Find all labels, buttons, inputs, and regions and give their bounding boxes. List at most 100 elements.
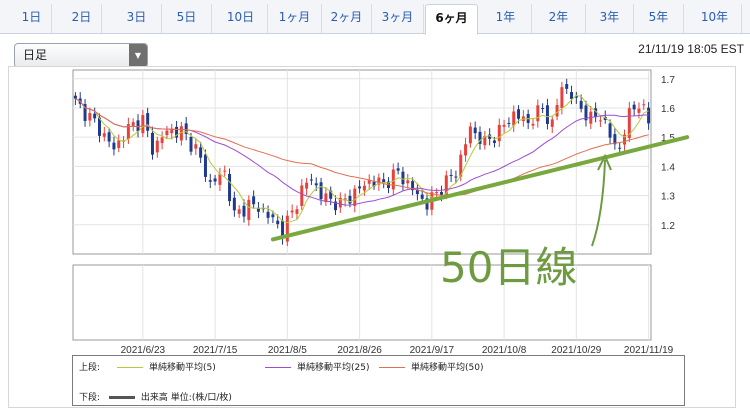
tab-1d[interactable]: 1日 [12,4,52,33]
candle [550,115,554,134]
candle-body [512,111,516,126]
candle-body [141,115,145,134]
candle [189,132,193,156]
tab-10d[interactable]: 10日 [214,4,268,33]
moving-average-5-line [75,94,649,224]
candle [435,188,439,197]
candle [497,118,501,147]
x-tick-label: 2021/10/8 [482,345,527,356]
candle-body [256,207,260,212]
candle-body [377,177,381,185]
trendline [270,135,690,242]
candle [170,123,174,140]
candle-body [184,123,188,135]
candle-body [155,140,159,153]
candle-body [391,169,395,190]
candle [184,116,188,141]
legend-upper-label: 上段: [79,363,101,373]
tab-10y[interactable]: 10年 [688,4,742,33]
candle [396,162,400,175]
candle-body [613,134,617,145]
legend-label-volume: 出来高 単位:(株/口/枚) [140,393,232,403]
candle-body [194,144,198,149]
candle [285,210,289,247]
tab-3y[interactable]: 3年 [586,4,634,33]
tab-5y[interactable]: 5年 [634,4,684,33]
annotation-arrowhead [597,153,612,171]
candle-body [285,215,289,242]
candle-body [608,123,612,138]
candle [228,168,232,206]
candle-body [531,123,535,126]
tab-6m[interactable]: 6ヶ月 [425,4,478,35]
candle-body [570,92,574,99]
candle-body [497,124,501,142]
candle [252,190,256,209]
candle-body [228,173,232,202]
candle-body [175,126,179,138]
candle [574,91,578,104]
candle-body [642,104,646,106]
candle-body [637,108,641,113]
candle [338,192,342,213]
candle-body [329,190,333,199]
candle [88,107,92,127]
x-tick-label: 2021/9/17 [410,345,455,356]
legend-swatch-ma50 [379,367,405,368]
candle [473,121,477,140]
candle [175,120,179,143]
candle [608,119,612,144]
candle-body [411,181,415,191]
candle-body [647,107,651,124]
candle [295,205,299,220]
candle-body [165,130,169,136]
candle [247,195,251,226]
candle-body [295,209,299,214]
candle [507,117,511,128]
candle-body [126,124,130,140]
candle [512,105,516,133]
candle-body [401,171,405,185]
candle [353,185,357,213]
candle-body [261,208,265,210]
candle [555,98,559,121]
candle [391,163,395,196]
tab-1y[interactable]: 1年 [480,4,532,33]
candle [454,170,458,184]
candle-body [309,179,313,181]
candle-body [396,168,400,171]
candle [570,85,574,105]
candle-body [623,134,627,145]
tab-1m[interactable]: 1ヶ月 [268,4,322,33]
tab-3m[interactable]: 3ヶ月 [372,4,424,33]
candle [102,126,106,142]
candle-body [97,117,101,136]
candle-body [232,197,236,211]
tab-2y[interactable]: 2年 [532,4,586,33]
candle [146,107,150,138]
x-tick-label: 2021/7/15 [193,345,238,356]
legend-lower-row: 下段: 出来高 単位:(株/口/枚) [79,390,232,403]
candle-body [435,192,439,194]
candle [131,118,135,132]
candle-body [488,134,492,139]
candle [136,114,140,138]
candle-body [382,179,386,184]
candle [213,174,217,186]
candle [165,125,169,139]
candle [112,136,116,156]
candle-body [107,132,111,142]
legend-label-ma5: 単純移動平均(5) [149,363,216,373]
candle-body [300,185,304,206]
candle [627,101,631,143]
candle [232,191,236,217]
candle-body [367,179,371,184]
tab-5d[interactable]: 5日 [162,4,212,33]
tab-3d[interactable]: 3日 [112,4,162,33]
candle [290,204,294,219]
candle [444,170,448,200]
tab-2m[interactable]: 2ヶ月 [322,4,372,33]
candle-body [439,192,443,195]
tab-2d[interactable]: 2日 [62,4,102,33]
